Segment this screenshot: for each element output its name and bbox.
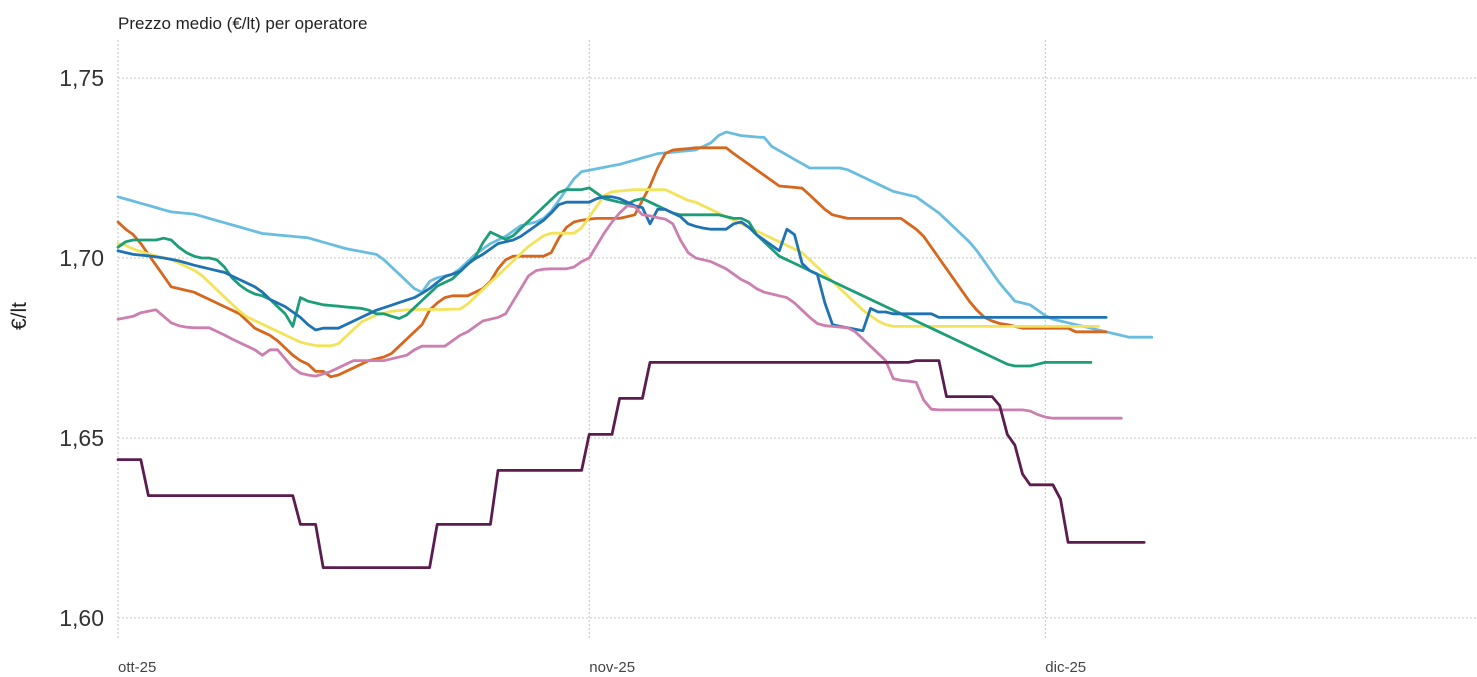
- series-line-4: [118, 188, 1091, 366]
- y-tick-label: 1,75: [59, 65, 104, 91]
- y-tick-label: 1,65: [59, 425, 104, 451]
- series-line-3: [118, 190, 1099, 346]
- series-line-5: [118, 197, 1106, 331]
- x-tick-label: nov-25: [589, 659, 635, 676]
- y-tick-label: 1,70: [59, 245, 104, 271]
- series-line-2: [118, 148, 1106, 377]
- series-line-1: [118, 132, 1152, 337]
- x-tick-label: ott-25: [118, 659, 156, 676]
- y-tick-label: 1,60: [59, 605, 104, 631]
- series-line-6: [118, 206, 1121, 418]
- series-line-7: [118, 361, 1144, 568]
- x-tick-label: dic-25: [1045, 659, 1086, 676]
